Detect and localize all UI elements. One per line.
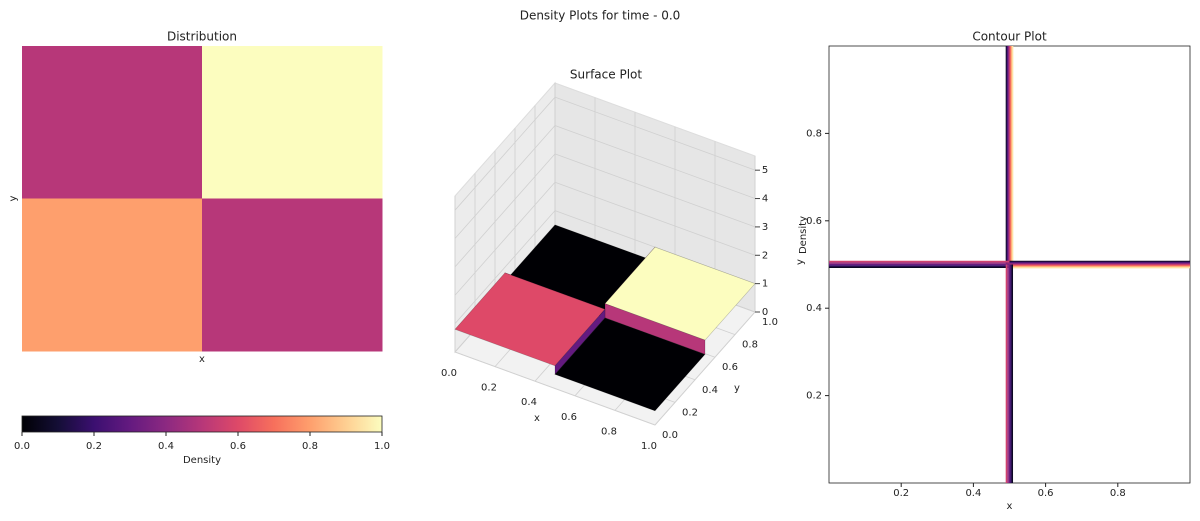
y-tick-label: 0.2 [806, 391, 822, 402]
subplot-title: Contour Plot [972, 30, 1047, 44]
x-tick-label: 0.0 [441, 368, 457, 379]
y-tick-label: 0.8 [742, 340, 758, 351]
x-tick-label: 0.4 [965, 488, 981, 499]
grid-line [554, 181, 756, 256]
grid-line [454, 210, 556, 324]
z-axis-label: Density [798, 216, 809, 254]
colorbar-tick-label: 0.6 [230, 441, 246, 452]
x-tick-label: 1.0 [641, 441, 657, 452]
x-tick-label: 0.4 [521, 397, 537, 408]
x-tick-label: 0.8 [1110, 488, 1126, 499]
colorbar-tick-label: 0.8 [302, 441, 318, 452]
y-tick-label: 0.6 [806, 216, 822, 227]
grid-line [454, 96, 556, 211]
grid-line [454, 153, 556, 268]
x-axis-label: x [534, 413, 540, 424]
z-tick-label: 2 [762, 250, 768, 261]
x-tick-label: 0.6 [1038, 488, 1054, 499]
heatmap-cell [22, 198, 203, 352]
grid-line [454, 125, 556, 239]
grid-line [554, 153, 756, 228]
surface-patch [554, 317, 706, 412]
grid-line [654, 311, 756, 426]
subplot-title: Surface Plot [570, 68, 642, 82]
z-tick-label: 1 [762, 279, 768, 290]
grid-line [554, 125, 756, 199]
heatmap-cell [202, 46, 383, 199]
colorbar-tick-label: 0.0 [14, 441, 30, 452]
heatmap-cell [22, 46, 203, 199]
x-tick-label: 0.2 [481, 383, 497, 394]
heatmap-cell [202, 198, 383, 352]
y-tick-label: 0.2 [682, 407, 698, 418]
x-tick-label: 0.2 [893, 488, 909, 499]
y-tick-label: 0.4 [806, 303, 822, 314]
colorbar [21, 415, 383, 433]
y-axis-label: y [795, 259, 806, 265]
y-tick-label: 0.6 [722, 362, 738, 373]
x-tick-label: 0.6 [561, 412, 577, 423]
figure-title: Density Plots for time - 0.0 [520, 9, 681, 23]
x-axis-label: x [1007, 501, 1013, 512]
z-tick-label: 5 [762, 165, 768, 176]
colorbar-tick-label: 0.2 [86, 441, 102, 452]
grid-line [454, 351, 656, 426]
colorbar-tick-label: 1.0 [374, 441, 390, 452]
subplot-title: Distribution [167, 30, 237, 44]
y-tick-label: 0.8 [806, 128, 822, 139]
z-tick-label: 4 [762, 194, 768, 205]
colorbar-tick-label: 0.4 [158, 441, 174, 452]
y-tick-label: 1.0 [762, 317, 778, 328]
x-axis-label: x [199, 354, 205, 365]
y-axis-label: y [734, 383, 740, 394]
z-tick-label: 3 [762, 222, 768, 233]
y-axis-label: y [8, 195, 19, 201]
z-tick-label: 0 [762, 307, 768, 318]
y-tick-label: 0.4 [702, 385, 718, 396]
grid-line [554, 210, 756, 285]
grid-line [454, 182, 556, 296]
colorbar-label: Density [183, 455, 221, 466]
grid-line [554, 96, 756, 171]
y-tick-label: 0.0 [662, 430, 678, 441]
x-tick-label: 0.8 [601, 426, 617, 437]
